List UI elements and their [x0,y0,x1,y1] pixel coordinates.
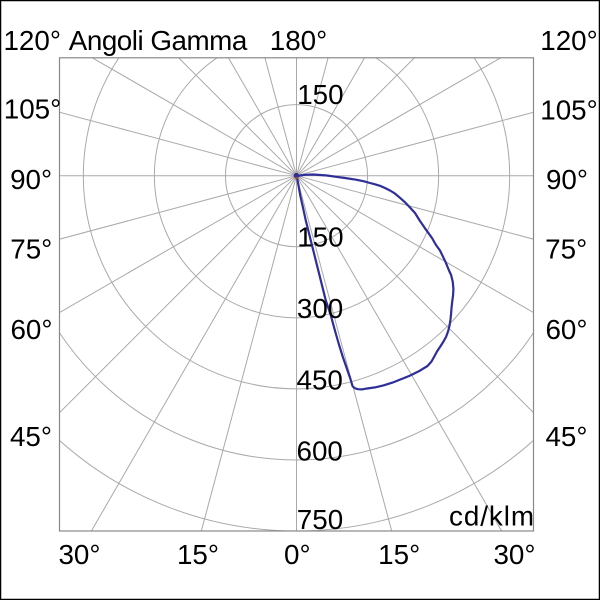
svg-text:15°: 15° [177,539,219,570]
svg-text:450: 450 [297,365,343,396]
svg-text:750: 750 [297,504,343,535]
svg-text:60°: 60° [545,314,587,345]
svg-text:0°: 0° [284,539,311,570]
svg-text:15°: 15° [378,539,420,570]
svg-text:105°: 105° [4,94,62,125]
svg-text:120°: 120° [540,25,598,56]
svg-text:45°: 45° [545,421,587,452]
svg-text:75°: 75° [10,234,52,265]
svg-text:60°: 60° [10,314,52,345]
svg-text:150: 150 [297,79,343,110]
svg-text:120°: 120° [3,25,61,56]
svg-text:105°: 105° [540,95,598,126]
svg-text:75°: 75° [545,234,587,265]
svg-text:600: 600 [297,436,343,467]
svg-text:30°: 30° [58,539,100,570]
svg-text:cd/klm: cd/klm [449,501,534,532]
svg-text:180°: 180° [270,25,328,56]
svg-text:90°: 90° [546,164,588,195]
svg-text:Angoli Gamma: Angoli Gamma [69,25,248,56]
svg-text:30°: 30° [493,539,535,570]
svg-text:45°: 45° [10,421,52,452]
svg-text:150: 150 [297,222,343,253]
svg-text:300: 300 [297,293,343,324]
svg-text:90°: 90° [10,164,52,195]
